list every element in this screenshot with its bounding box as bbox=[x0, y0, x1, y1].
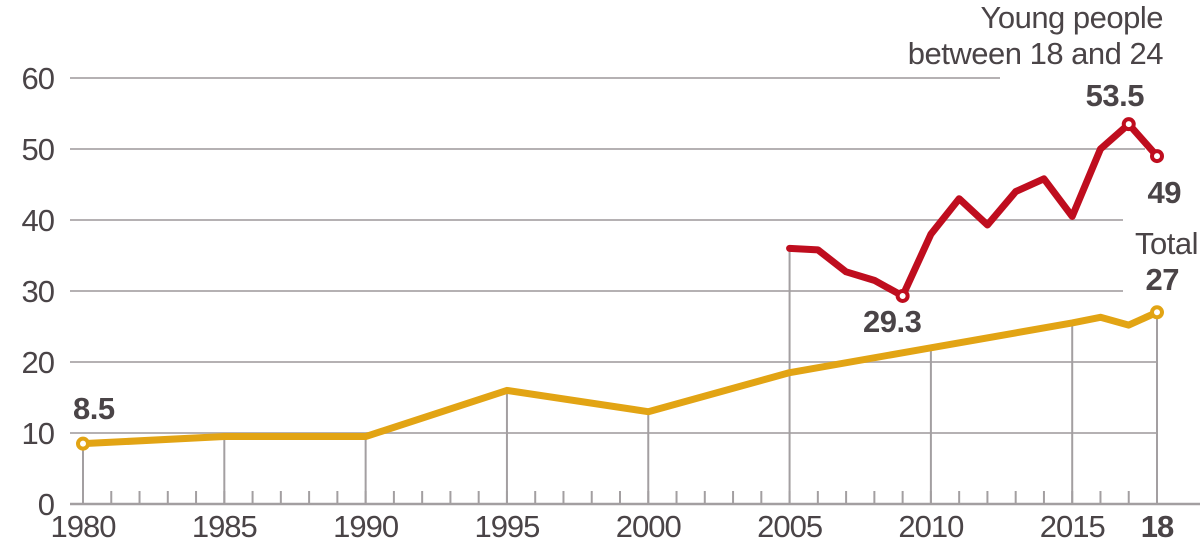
y-axis-label-10: 10 bbox=[21, 416, 55, 451]
x-axis-label-1990: 1990 bbox=[333, 509, 399, 544]
series-line-young bbox=[786, 120, 1161, 300]
x-axis-label-2015: 2015 bbox=[1039, 509, 1106, 544]
series-label-total: Total bbox=[1135, 226, 1198, 261]
series-line-total bbox=[79, 308, 1161, 448]
y-axis-label-60: 60 bbox=[21, 61, 55, 96]
drop-lines bbox=[82, 248, 1158, 504]
x-axis-label-2005: 2005 bbox=[757, 509, 823, 544]
callout-total-end: 27 bbox=[1145, 262, 1180, 297]
x-axis-label-1985: 1985 bbox=[191, 509, 258, 544]
marker-total-1980 bbox=[76, 436, 90, 451]
callout-young-peak: 53.5 bbox=[1085, 78, 1145, 113]
callout-young-end: 49 bbox=[1147, 175, 1182, 210]
marker-total-2018 bbox=[1150, 305, 1164, 320]
series-path bbox=[79, 308, 1161, 448]
x-axis-label-2000: 2000 bbox=[615, 509, 682, 544]
x-axis bbox=[70, 491, 1200, 506]
x-axis-label-1980: 1980 bbox=[50, 509, 117, 544]
y-axis-label-0: 0 bbox=[37, 487, 55, 522]
series-label-young-line2: between 18 and 24 bbox=[907, 36, 1164, 71]
series-label-young: Young people between 18 and 24 bbox=[907, 0, 1164, 72]
series-label-young-line1: Young people bbox=[980, 0, 1164, 35]
y-axis-label-40: 40 bbox=[21, 203, 55, 238]
x-axis-label-2018: 18 bbox=[1140, 509, 1174, 544]
marker-young-2017 bbox=[1121, 117, 1136, 132]
y-axis-label-50: 50 bbox=[21, 132, 55, 167]
callout-young-dip: 29.3 bbox=[863, 304, 922, 339]
gridlines bbox=[70, 77, 1157, 434]
marker-young-2009 bbox=[895, 288, 910, 303]
markers bbox=[76, 117, 1164, 451]
y-axis-label-20: 20 bbox=[21, 345, 55, 380]
callout-total-start: 8.5 bbox=[73, 391, 115, 426]
marker-young-2018 bbox=[1150, 149, 1164, 164]
x-axis-label-1995: 1995 bbox=[474, 509, 540, 544]
x-axis-label-2010: 2010 bbox=[898, 509, 964, 544]
y-axis-label-30: 30 bbox=[21, 274, 55, 309]
series-path bbox=[786, 120, 1161, 300]
